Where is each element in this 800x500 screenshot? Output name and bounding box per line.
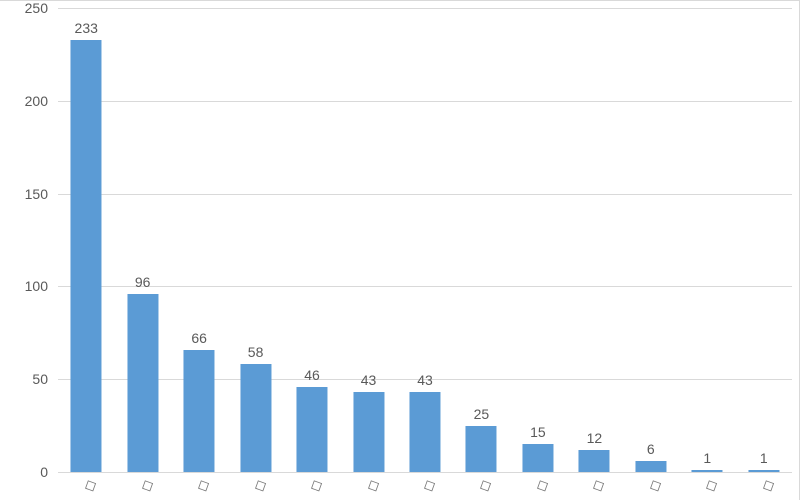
y-axis-labels: 050100150200250	[0, 8, 48, 472]
y-tick-label: 100	[25, 278, 48, 294]
y-tick-label: 200	[25, 93, 48, 109]
bar-slot: 58	[227, 8, 283, 472]
x-tick-label: ◇	[363, 473, 383, 496]
bar-slot: 43	[397, 8, 453, 472]
bar-value-label: 46	[304, 367, 320, 383]
bar: 46	[297, 387, 328, 472]
x-tick-label: ◇	[758, 473, 778, 496]
x-tick-label: ◇	[645, 473, 665, 496]
x-axis-labels: ◇ ◇ ◇ ◇ ◇ ◇ ◇ ◇ ◇ ◇ ◇ ◇ ◇	[58, 474, 792, 500]
bar-value-label: 43	[361, 372, 377, 388]
bar: 15	[522, 444, 553, 472]
bar: 43	[353, 392, 384, 472]
bar-value-label: 25	[474, 406, 490, 422]
bar: 1	[692, 470, 723, 472]
bar-value-label: 1	[703, 450, 711, 466]
y-tick-label: 150	[25, 186, 48, 202]
x-tick-label: ◇	[250, 473, 270, 496]
bar-value-label: 6	[647, 441, 655, 457]
bar: 233	[71, 40, 102, 472]
x-tick-label: ◇	[137, 473, 157, 496]
bar-slot: 1	[679, 8, 735, 472]
bar-slot: 46	[284, 8, 340, 472]
bar-slot: 6	[623, 8, 679, 472]
bar-value-label: 15	[530, 424, 546, 440]
x-tick-label: ◇	[532, 473, 552, 496]
y-tick-label: 50	[32, 371, 48, 387]
bar-value-label: 58	[248, 344, 264, 360]
bar-slot: 12	[566, 8, 622, 472]
x-tick-label: ◇	[419, 473, 439, 496]
bar-slot: 15	[510, 8, 566, 472]
x-tick-label: ◇	[702, 473, 722, 496]
x-tick-label: ◇	[194, 473, 214, 496]
bar: 43	[409, 392, 440, 472]
bar-slot: 233	[58, 8, 114, 472]
bar-chart: 233966658464343251512611 050100150200250…	[0, 0, 800, 500]
bar-slot: 25	[453, 8, 509, 472]
bar: 12	[579, 450, 610, 472]
bar: 25	[466, 426, 497, 472]
bar: 66	[184, 350, 215, 472]
bar: 58	[240, 364, 271, 472]
bars: 233966658464343251512611	[58, 8, 792, 472]
plot-area: 233966658464343251512611	[58, 8, 792, 472]
bar-value-label: 1	[760, 450, 768, 466]
x-tick-label: ◇	[81, 473, 101, 496]
bar-value-label: 12	[587, 430, 603, 446]
x-tick-label: ◇	[306, 473, 326, 496]
bar-value-label: 233	[75, 20, 98, 36]
bar-slot: 96	[114, 8, 170, 472]
x-tick-label: ◇	[476, 473, 496, 496]
bar: 96	[127, 294, 158, 472]
bar-value-label: 66	[191, 330, 207, 346]
bar-slot: 66	[171, 8, 227, 472]
bar: 6	[635, 461, 666, 472]
bar-value-label: 96	[135, 274, 151, 290]
bar-slot: 1	[736, 8, 792, 472]
y-tick-label: 250	[25, 0, 48, 16]
bar: 1	[748, 470, 779, 472]
bar-value-label: 43	[417, 372, 433, 388]
bar-slot: 43	[340, 8, 396, 472]
gridline	[58, 472, 792, 473]
x-tick-label: ◇	[589, 473, 609, 496]
y-tick-label: 0	[40, 464, 48, 480]
